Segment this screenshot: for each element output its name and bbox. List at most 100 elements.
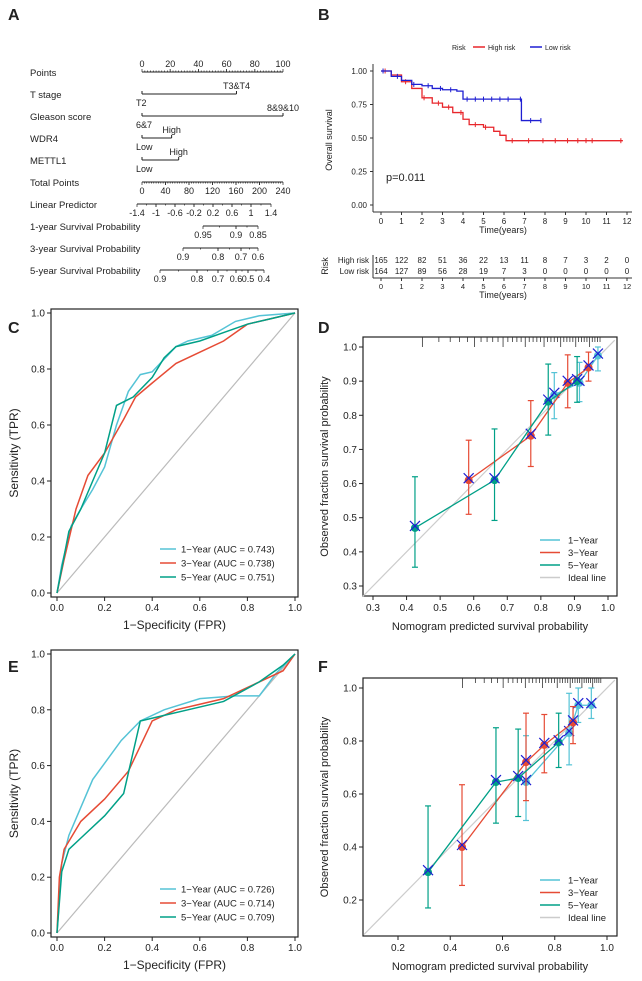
- nomogram-tick-label: 60: [222, 59, 232, 69]
- risk-table-cell: 127: [395, 267, 409, 276]
- y-tick-label: 0.6: [31, 761, 45, 772]
- survival-curve-1: [381, 70, 541, 122]
- nomogram-tick-label: 40: [193, 59, 203, 69]
- x-tick-label: 4: [461, 217, 466, 226]
- nomogram-tick-label: 0: [139, 186, 144, 196]
- y-axis-label: Observed fraction survival probability: [319, 376, 331, 557]
- y-tick-label: 1.0: [343, 343, 357, 354]
- legend-entry: High risk: [488, 45, 516, 52]
- nomogram-tick-label: 0.6: [226, 208, 239, 218]
- panel-letter-B: B: [318, 7, 330, 24]
- y-tick-label: 0.2: [31, 533, 45, 544]
- y-tick-label: 0.8: [31, 365, 45, 376]
- x-tick-label: 1.0: [288, 943, 302, 954]
- legend-entry: 3−Year (AUC = 0.714): [181, 899, 275, 910]
- x-axis-label: Time(years): [479, 225, 527, 235]
- plot-frame: [362, 336, 618, 597]
- nomogram-tick-label: 0.8: [212, 252, 225, 262]
- calibration-point: [490, 476, 499, 485]
- x-marker: [567, 715, 579, 726]
- risk-x-tick-label: 10: [582, 282, 590, 291]
- p-value: p=0.011: [386, 172, 425, 184]
- x-marker: [409, 520, 421, 532]
- reference-diagonal: [56, 312, 296, 594]
- nomogram-tick-label: 240: [275, 186, 290, 196]
- y-tick-label: 0.2: [343, 896, 357, 907]
- risk-table-cell: 165: [374, 256, 388, 265]
- y-tick-label: 0.50: [351, 134, 367, 143]
- risk-table-cell: 56: [438, 267, 447, 276]
- panel-letter-A: A: [8, 7, 20, 24]
- nomogram-tick-label: -0.6: [167, 208, 183, 218]
- y-axis-label: Observed fraction survival probability: [319, 716, 331, 897]
- x-marker: [538, 737, 550, 749]
- x-tick-label: 0.6: [193, 603, 207, 614]
- risk-table-cell: 82: [418, 256, 427, 265]
- calibration-point: [540, 740, 549, 749]
- risk-table-cell: 0: [625, 267, 630, 276]
- x-tick-label: 0.0: [50, 943, 64, 954]
- y-tick-label: 0.75: [351, 101, 367, 110]
- nomogram-tick-label: 1.4: [265, 208, 278, 218]
- roc-curve-1: [56, 312, 296, 594]
- plot-frame: [50, 649, 299, 938]
- y-tick-label: 0.4: [31, 477, 45, 488]
- x-tick-label: 9: [563, 217, 568, 226]
- x-marker: [489, 472, 500, 484]
- legend-entry: 5−Year (AUC = 0.709): [181, 913, 275, 924]
- risk-table-cell: 7: [502, 267, 507, 276]
- nomogram-tick-label: 0.7: [235, 252, 248, 262]
- nomogram-level-label: T3&T4: [223, 81, 250, 91]
- roc-curve-2: [56, 312, 296, 594]
- nomogram-tick-label: 0.85: [249, 230, 267, 240]
- risk-table-cell: 13: [500, 256, 509, 265]
- y-tick-label: 0.3: [343, 582, 357, 593]
- x-marker: [553, 734, 565, 746]
- x-marker: [520, 754, 532, 766]
- nomogram-tick-label: 40: [160, 186, 170, 196]
- nomogram-row-label: Total Points: [30, 178, 79, 189]
- nomogram-tick-label: 100: [275, 59, 290, 69]
- risk-table-cell: 0: [563, 267, 568, 276]
- nomogram-level-label: 8&9&10: [267, 103, 299, 113]
- nomogram-tick-label: 0.9: [230, 230, 243, 240]
- legend-title: Risk: [452, 45, 466, 52]
- y-axis-label: Overall survival: [324, 109, 334, 171]
- x-marker: [490, 774, 502, 786]
- x-tick-label: 0.4: [145, 603, 159, 614]
- x-marker: [571, 373, 583, 385]
- y-tick-label: 1.0: [31, 309, 45, 320]
- nomogram-level-label: T2: [136, 98, 147, 108]
- x-tick-label: 0.8: [240, 943, 254, 954]
- nomogram-level-label: Low: [136, 142, 153, 152]
- x-tick-label: 0.2: [391, 943, 405, 954]
- risk-table-cell: 3: [584, 256, 589, 265]
- x-marker: [585, 697, 597, 709]
- x-tick-label: 7: [522, 217, 527, 226]
- panel-letter-D: D: [318, 320, 330, 337]
- y-tick-label: 0.6: [31, 421, 45, 432]
- risk-x-tick-label: 8: [543, 282, 547, 291]
- x-tick-label: 1.0: [288, 603, 302, 614]
- calibration-point: [573, 377, 582, 386]
- x-tick-label: 0.3: [366, 603, 380, 614]
- nomogram-tick-label: 0.2: [207, 208, 220, 218]
- legend-entry: 1−Year (AUC = 0.726): [181, 885, 275, 896]
- risk-x-tick-label: 4: [461, 282, 465, 291]
- y-tick-label: 0.0: [31, 589, 45, 600]
- legend-entry: Ideal line: [568, 913, 606, 924]
- nomogram-tick-label: 120: [205, 186, 220, 196]
- y-tick-label: 0.8: [31, 705, 45, 716]
- nomogram-row-label: 1-year Survival Probability: [30, 222, 141, 233]
- panel-letter-F: F: [318, 659, 328, 676]
- x-tick-label: 3: [440, 217, 445, 226]
- x-tick-label: 0.8: [548, 943, 562, 954]
- survival-curve-0: [381, 70, 623, 142]
- risk-table-cell: 7: [563, 256, 568, 265]
- panel-letter-E: E: [8, 659, 19, 676]
- x-axis-label: Nomogram predicted survival probability: [392, 961, 589, 973]
- x-tick-label: 12: [623, 217, 632, 226]
- panel-letter-C: C: [8, 320, 20, 337]
- x-tick-label: 0.4: [145, 943, 159, 954]
